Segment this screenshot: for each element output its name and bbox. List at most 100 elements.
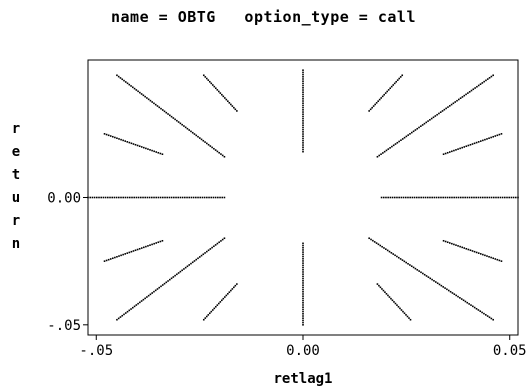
data-point — [411, 196, 414, 199]
data-point — [233, 286, 235, 289]
data-point — [396, 196, 398, 199]
data-point — [376, 283, 379, 285]
data-point — [418, 270, 420, 272]
data-point — [120, 138, 122, 141]
data-point — [146, 196, 149, 199]
data-point — [442, 239, 445, 242]
data-point — [455, 294, 457, 297]
x-axis-label-group: retlag1 — [273, 371, 332, 387]
data-point — [500, 133, 503, 135]
data-point — [302, 277, 304, 280]
data-point — [143, 246, 145, 249]
data-point — [302, 115, 304, 118]
data-point — [380, 153, 382, 156]
data-point — [222, 95, 225, 98]
data-point — [473, 306, 476, 309]
data-point — [413, 196, 416, 199]
data-point — [302, 262, 304, 264]
data-point — [221, 196, 224, 199]
data-point — [160, 285, 162, 288]
data-point — [476, 85, 478, 88]
data-point — [477, 309, 480, 311]
data-point — [447, 106, 449, 108]
data-point — [216, 242, 219, 245]
data-point — [455, 196, 458, 199]
data-point — [191, 131, 194, 134]
data-point — [486, 196, 488, 199]
data-point — [302, 80, 304, 82]
data-point — [466, 196, 469, 199]
data-point — [406, 315, 409, 318]
data-point — [198, 256, 201, 258]
data-point — [446, 151, 449, 154]
data-point — [200, 254, 203, 257]
data-point — [302, 249, 304, 251]
data-point — [510, 196, 513, 199]
data-point — [147, 294, 150, 297]
data-point — [444, 196, 447, 199]
data-point — [375, 242, 378, 244]
data-point — [441, 110, 444, 112]
data-point — [492, 196, 495, 199]
data-point — [138, 145, 141, 148]
data-point — [425, 121, 428, 124]
data-point — [388, 296, 391, 298]
data-point — [400, 196, 403, 199]
data-point — [302, 275, 304, 278]
data-point — [302, 120, 304, 122]
data-point — [490, 256, 492, 259]
data-point — [117, 75, 120, 78]
data-point — [118, 255, 120, 257]
data-point — [494, 135, 497, 137]
data-point — [122, 139, 124, 142]
data-point — [115, 196, 118, 199]
data-point — [461, 96, 464, 98]
data-point — [155, 196, 158, 199]
data-point — [492, 257, 494, 260]
data-point — [383, 93, 385, 96]
y-axis: -.05 0.00 — [47, 191, 88, 334]
data-point — [302, 73, 304, 76]
data-point — [486, 138, 488, 140]
data-point — [420, 196, 422, 199]
data-point — [302, 266, 304, 269]
data-point — [470, 196, 473, 199]
data-point — [474, 87, 476, 89]
data-point — [197, 196, 199, 199]
data-point — [146, 97, 148, 99]
data-point — [167, 280, 169, 282]
data-point — [105, 259, 108, 262]
data-point — [170, 115, 173, 118]
data-point — [209, 145, 212, 147]
data-point — [444, 287, 446, 289]
data-point — [227, 100, 229, 102]
data-point — [302, 131, 304, 133]
data-point — [429, 277, 432, 280]
data-point — [459, 297, 461, 299]
data-point — [302, 293, 304, 295]
data-point — [302, 124, 304, 127]
data-point — [422, 272, 424, 275]
data-point — [98, 196, 100, 199]
data-point — [135, 89, 138, 91]
data-point — [223, 237, 226, 240]
data-point — [448, 105, 451, 107]
data-point — [444, 240, 447, 243]
data-point — [203, 196, 206, 199]
data-point — [302, 95, 304, 98]
data-point — [442, 286, 445, 288]
data-point — [151, 292, 153, 294]
data-point — [467, 92, 469, 94]
data-point — [214, 149, 217, 151]
data-point — [515, 196, 517, 199]
x-axis-label: retlag1 — [273, 371, 332, 387]
data-point — [118, 138, 120, 140]
data-point — [457, 196, 460, 199]
data-point — [156, 288, 159, 290]
data-point — [427, 276, 430, 278]
data-point — [204, 252, 206, 254]
data-point — [490, 317, 493, 320]
data-point — [392, 144, 395, 147]
data-point — [378, 284, 380, 287]
data-point — [173, 196, 175, 199]
